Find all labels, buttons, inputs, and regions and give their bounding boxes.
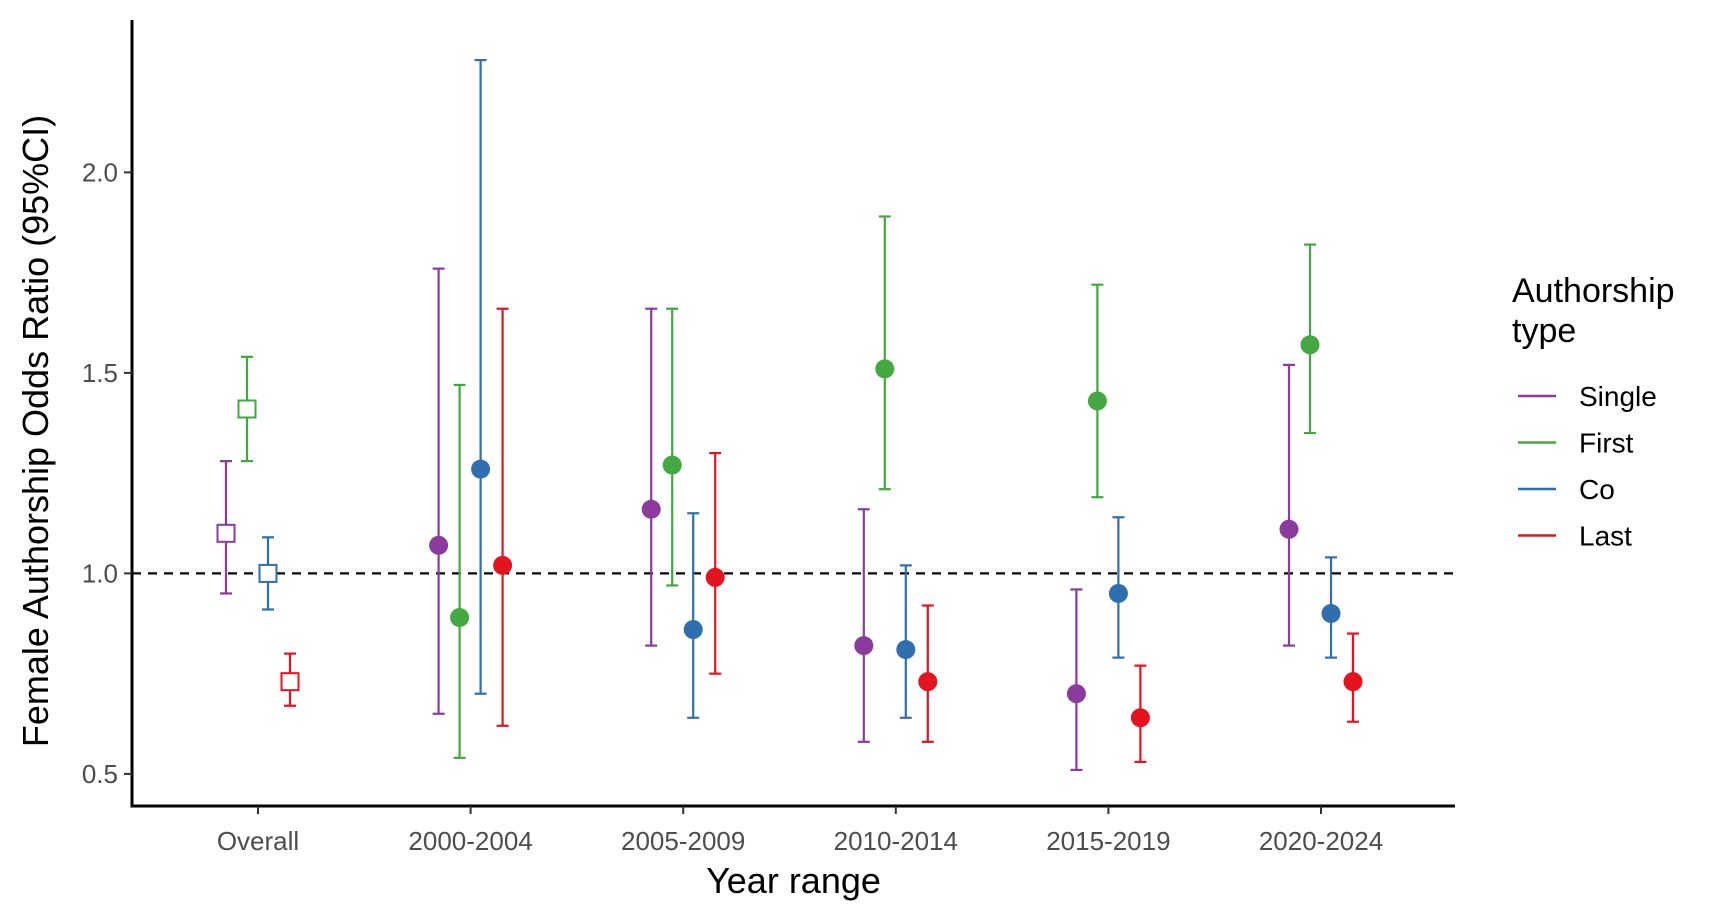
x-tick-label: 2005-2009 — [621, 826, 745, 856]
marker-square — [258, 563, 278, 583]
legend-label: Single — [1579, 381, 1657, 412]
marker-circle — [493, 555, 513, 575]
marker-circle — [918, 672, 938, 692]
y-tick-label: 2.0 — [82, 157, 118, 187]
marker-circle — [1130, 708, 1150, 728]
legend-label: First — [1579, 428, 1634, 459]
legend-label: Last — [1579, 521, 1632, 552]
axes: 0.5 1.0 1.5 2.0 Overall 2000-2004 2005-2009 201… — [82, 20, 1455, 856]
marker-circle — [429, 535, 449, 555]
x-tick-label: 2010-2014 — [834, 826, 958, 856]
point-last-2005-2009 — [705, 452, 725, 675]
marker-circle — [471, 459, 491, 479]
point-last-overall — [280, 652, 300, 707]
marker-circle — [641, 499, 661, 519]
x-tick-label: 2000-2004 — [408, 826, 532, 856]
x-tick-label: 2020-2024 — [1259, 826, 1383, 856]
point-co-2000-2004 — [471, 59, 491, 695]
x-tick-label: 2015-2019 — [1046, 826, 1170, 856]
marker-circle — [1108, 583, 1128, 603]
marker-circle — [662, 455, 682, 475]
legend-title-line: Authorship — [1512, 272, 1675, 310]
point-co-2005-2009 — [683, 512, 703, 719]
marker-circle — [875, 359, 895, 379]
point-last-2000-2004 — [493, 307, 513, 727]
point-first-2000-2004 — [450, 383, 470, 759]
point-first-overall — [237, 355, 257, 463]
point-co-2015-2019 — [1108, 516, 1128, 659]
point-single-overall — [216, 460, 236, 595]
marker-square — [237, 399, 257, 419]
point-first-2015-2019 — [1087, 283, 1107, 499]
legend-item-single: Single — [1518, 381, 1657, 412]
marker-circle — [1300, 335, 1320, 355]
marker-circle — [896, 640, 916, 660]
point-last-2015-2019 — [1130, 664, 1150, 763]
point-first-2010-2014 — [875, 215, 895, 491]
x-axis-title: Year range — [706, 860, 881, 901]
marker-circle — [1343, 672, 1363, 692]
point-single-2005-2009 — [641, 307, 661, 647]
marker-circle — [683, 620, 703, 640]
point-co-2020-2024 — [1321, 556, 1341, 659]
point-first-2005-2009 — [662, 307, 682, 587]
marker-circle — [450, 608, 470, 628]
marker-square — [216, 523, 236, 543]
marker-circle — [1066, 684, 1086, 704]
plot-area — [132, 59, 1455, 772]
legend-label: Co — [1579, 474, 1615, 505]
marker-square — [280, 672, 300, 692]
y-tick-label: 1.0 — [82, 558, 118, 588]
legend-item-last: Last — [1518, 521, 1632, 552]
marker-circle — [705, 567, 725, 587]
y-tick-label: 0.5 — [82, 759, 118, 789]
marker-circle — [1279, 519, 1299, 539]
legend-title-line: type — [1512, 312, 1576, 350]
point-single-2020-2024 — [1279, 363, 1299, 647]
y-tick-label: 1.5 — [82, 358, 118, 388]
legend-item-co: Co — [1518, 474, 1615, 505]
marker-circle — [854, 636, 874, 656]
point-last-2010-2014 — [918, 604, 938, 743]
point-last-2020-2024 — [1343, 632, 1363, 723]
x-tick-label: Overall — [217, 826, 299, 856]
marker-circle — [1321, 604, 1341, 624]
point-first-2020-2024 — [1300, 243, 1320, 435]
point-single-2015-2019 — [1066, 588, 1086, 772]
point-single-2000-2004 — [429, 267, 449, 715]
point-single-2010-2014 — [854, 508, 874, 743]
legend-item-first: First — [1518, 428, 1634, 459]
point-co-2010-2014 — [896, 564, 916, 719]
point-co-overall — [258, 536, 278, 611]
marker-circle — [1087, 391, 1107, 411]
y-axis-title: Female Authorship Odds Ratio (95%CI) — [15, 115, 56, 747]
